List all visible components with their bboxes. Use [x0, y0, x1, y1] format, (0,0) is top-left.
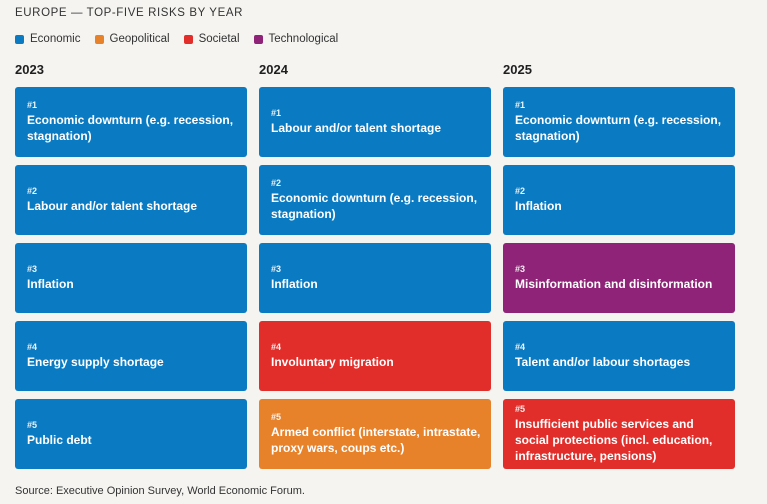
risk-rank: #5: [515, 404, 526, 414]
risk-rank: #4: [271, 342, 282, 352]
legend-label-societal: Societal: [198, 33, 240, 45]
risk-label: Inflation: [271, 277, 318, 291]
risk-rank: #3: [27, 264, 38, 274]
risk-card: #4 Energy supply shortage: [15, 321, 247, 391]
year-heading: 2024: [259, 62, 288, 77]
risk-card: #1 Economic downturn (e.g. recession, st…: [503, 87, 735, 157]
legend-swatch-geopolitical: [94, 34, 104, 44]
risk-rank: #4: [515, 342, 526, 352]
year-column-2025: 2025 #1 Economic downturn (e.g. recessio…: [503, 62, 735, 469]
risk-label: Talent and/or labour shortages: [515, 355, 691, 369]
risk-card: #3 Inflation: [259, 243, 491, 313]
year-heading: 2025: [503, 62, 532, 77]
risk-label: Labour and/or talent shortage: [27, 199, 198, 213]
risk-rank: #2: [515, 186, 526, 196]
risk-card: #3 Inflation: [15, 243, 247, 313]
year-column-2023: 2023 #1 Economic downturn (e.g. recessio…: [15, 62, 247, 469]
risk-card: #4 Involuntary migration: [259, 321, 491, 391]
risk-card: #3 Misinformation and disinformation: [503, 243, 735, 313]
risk-rank: #4: [27, 342, 38, 352]
risk-label: Economic downturn (e.g. recession, stagn…: [271, 191, 478, 221]
risk-label: Involuntary migration: [271, 355, 394, 369]
risk-label: Economic downturn (e.g. recession, stagn…: [27, 113, 234, 143]
legend-item-economic: Economic: [15, 33, 81, 45]
risk-label: Labour and/or talent shortage: [271, 121, 442, 135]
risk-card: #4 Talent and/or labour shortages: [503, 321, 735, 391]
legend-swatch-economic: [15, 34, 24, 44]
year-column-2024: 2024 #1 Labour and/or talent shortage #2…: [259, 62, 491, 469]
risk-card: #5 Armed conflict (interstate, intrastat…: [259, 399, 491, 469]
risk-label: Public debt: [27, 433, 92, 447]
risk-rank: #5: [271, 412, 282, 422]
diagram-title: EUROPE — TOP-FIVE RISKS BY YEAR: [15, 7, 244, 19]
source-note: Source: Executive Opinion Survey, World …: [15, 485, 305, 497]
risk-rank: #1: [271, 108, 282, 118]
risk-rank: #2: [271, 178, 282, 188]
legend-item-technological: Technological: [253, 33, 339, 45]
legend-swatch-societal: [183, 34, 193, 44]
risk-card: #2 Labour and/or talent shortage: [15, 165, 247, 235]
legend-item-geopolitical: Geopolitical: [94, 33, 170, 45]
risk-label: Armed conflict (interstate, intrastate, …: [271, 425, 481, 455]
risk-rank: #3: [515, 264, 526, 274]
risk-label: Insufficient public services and social …: [515, 417, 713, 463]
risk-card: #2 Economic downturn (e.g. recession, st…: [259, 165, 491, 235]
risk-card: #1 Labour and/or talent shortage: [259, 87, 491, 157]
risk-rank: #3: [271, 264, 282, 274]
legend-label-technological: Technological: [268, 33, 339, 45]
risk-card: #1 Economic downturn (e.g. recession, st…: [15, 87, 247, 157]
risk-card: #5 Public debt: [15, 399, 247, 469]
risk-label: Inflation: [515, 199, 562, 213]
legend-label-geopolitical: Geopolitical: [109, 33, 170, 45]
risk-card: #5 Insufficient public services and soci…: [503, 399, 735, 469]
risk-rank: #1: [27, 100, 38, 110]
risk-label: Inflation: [27, 277, 74, 291]
risk-label: Energy supply shortage: [27, 355, 164, 369]
legend-label-economic: Economic: [30, 33, 81, 45]
risk-rank: #5: [27, 420, 38, 430]
year-heading: 2023: [15, 62, 44, 77]
risk-card: #2 Inflation: [503, 165, 735, 235]
legend-item-societal: Societal: [183, 33, 240, 45]
risk-label: Misinformation and disinformation: [515, 277, 713, 291]
risk-rank: #1: [515, 100, 526, 110]
legend: Economic Geopolitical Societal Technolog…: [15, 33, 338, 45]
risk-label: Economic downturn (e.g. recession, stagn…: [515, 113, 722, 143]
risk-rank: #2: [27, 186, 38, 196]
legend-swatch-technological: [253, 34, 263, 44]
